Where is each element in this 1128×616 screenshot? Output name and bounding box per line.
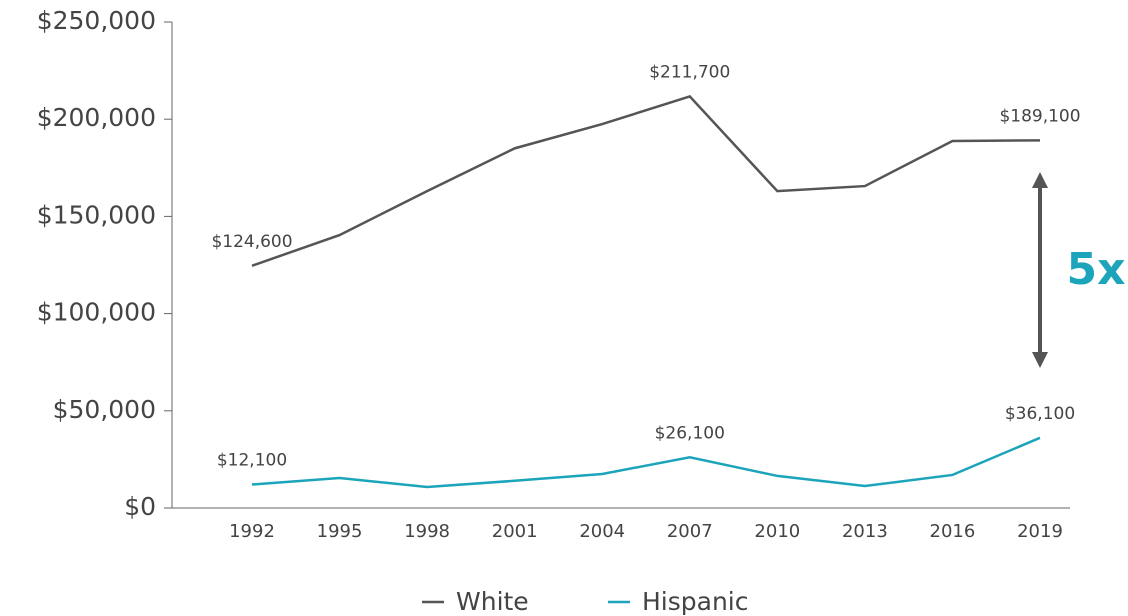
x-tick-label: 1998 xyxy=(404,521,450,542)
y-tick-label: $100,000 xyxy=(37,298,156,327)
x-tick-label: 2004 xyxy=(579,521,625,542)
x-tick-label: 1995 xyxy=(317,521,363,542)
series-line xyxy=(251,436,1041,489)
data-label: $211,700 xyxy=(649,62,730,82)
y-tick-label: $200,000 xyxy=(37,103,156,132)
data-label: $124,600 xyxy=(211,232,292,252)
x-tick-label: 2016 xyxy=(930,521,976,542)
x-tick-label: 2007 xyxy=(667,521,713,542)
y-tick-label: $150,000 xyxy=(37,200,156,229)
y-tick-label: $0 xyxy=(124,492,156,521)
x-tick-label: 2010 xyxy=(754,521,800,542)
data-label: $189,100 xyxy=(999,106,1080,126)
legend-label: Hispanic xyxy=(642,587,749,616)
x-tick-label: 2001 xyxy=(492,521,538,542)
legend-label: White xyxy=(456,587,529,616)
y-tick-label: $250,000 xyxy=(37,6,156,35)
x-tick-label: 2019 xyxy=(1017,521,1063,542)
x-tick-label: 2013 xyxy=(842,521,888,542)
data-label: $12,100 xyxy=(217,450,287,470)
y-tick-label: $50,000 xyxy=(53,395,156,424)
data-label: $26,100 xyxy=(655,423,725,443)
data-label: $36,100 xyxy=(1005,404,1075,424)
series-line xyxy=(251,95,1041,267)
annotation: 5x xyxy=(1067,244,1126,295)
x-tick-label: 1992 xyxy=(229,521,275,542)
